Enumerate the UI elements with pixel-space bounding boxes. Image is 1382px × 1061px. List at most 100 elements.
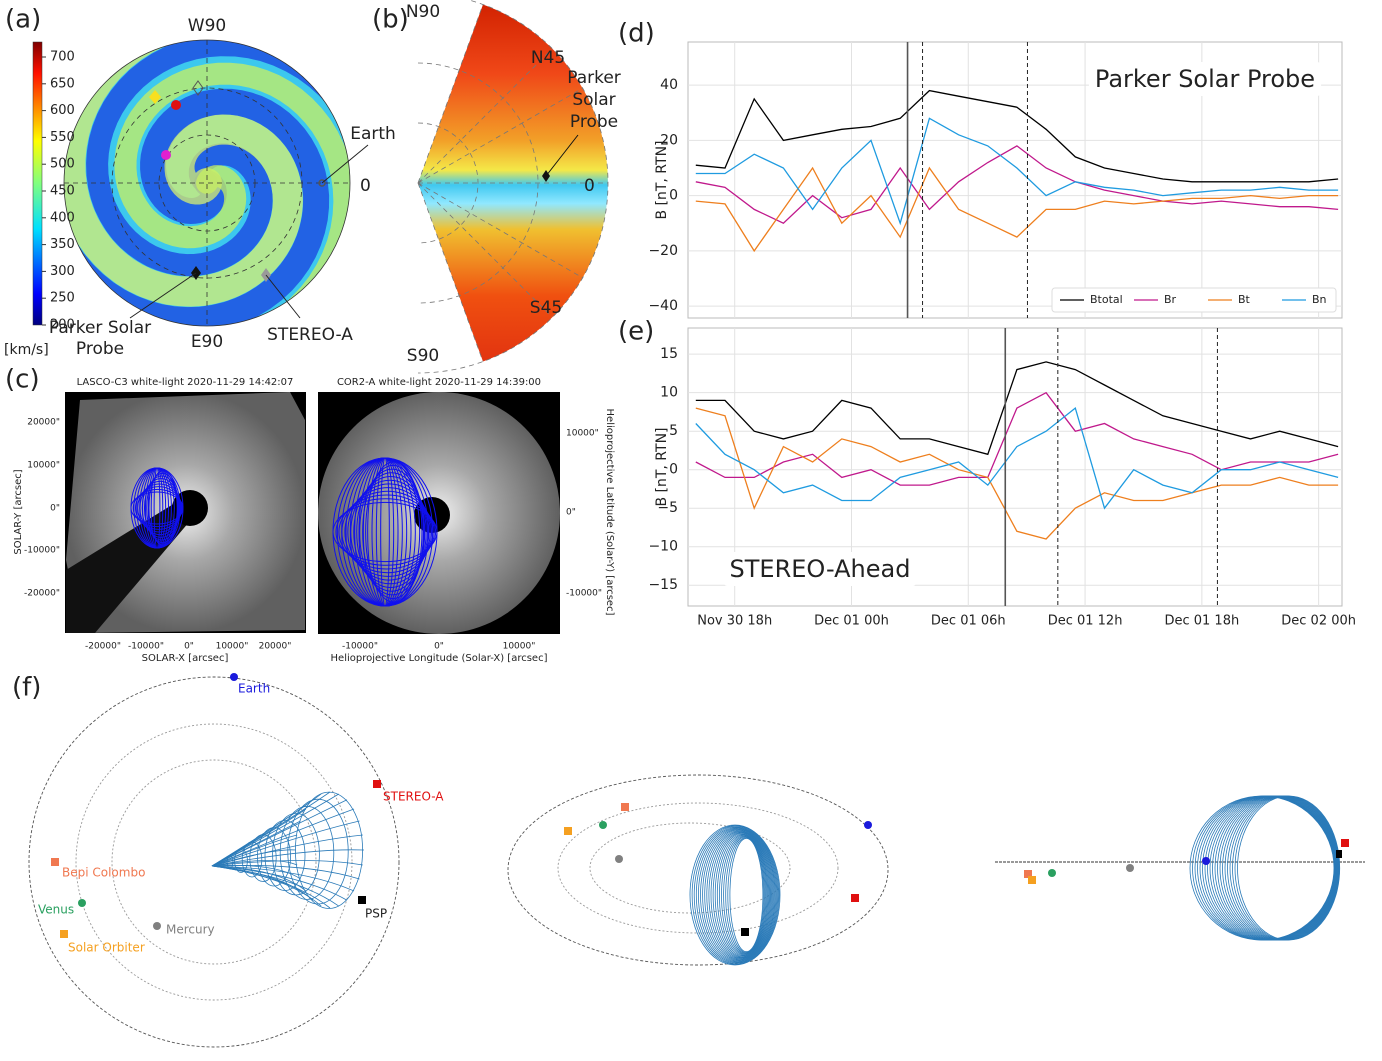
time-series: −40 −20 0 20 40 Btotal Br Bt Bn Parker Solar Prob…: [618, 19, 1356, 629]
colorbar: [32, 41, 43, 326]
wire: [727, 837, 765, 953]
angle-label: N45: [531, 48, 565, 68]
wire: [241, 841, 263, 878]
y-tick-label: 10000": [27, 461, 60, 471]
colorbar-tick-label: 500: [50, 157, 75, 172]
angle-label: S45: [530, 298, 562, 318]
legend-label: Br: [1164, 293, 1177, 306]
wire: [211, 834, 363, 867]
wire: [211, 865, 322, 907]
annotation-box: [723, 552, 917, 586]
x-tick-label: Dec 01 18h: [1164, 614, 1239, 629]
colorbar-tick-label: 650: [50, 76, 75, 91]
x-tick-label: Dec 01 12h: [1048, 614, 1123, 629]
rect: [851, 894, 859, 902]
angle-label: S90: [407, 346, 439, 366]
wire: [691, 825, 780, 965]
panel-label: (d): [618, 19, 655, 49]
path: [417, 122, 479, 244]
x-tick-label: 0": [184, 642, 194, 652]
legend: [1051, 287, 1337, 313]
polar-grid: [417, 0, 609, 374]
body-label: Earth: [238, 682, 270, 696]
rect: [358, 896, 366, 904]
wire: [234, 848, 248, 873]
wire: [347, 483, 431, 581]
wire: [710, 831, 772, 959]
spiral: [64, 40, 303, 307]
wire: [211, 799, 348, 867]
y-tick-label: -20000": [24, 589, 60, 599]
circle: [1048, 869, 1056, 877]
wire: [211, 849, 365, 867]
colorbar-tick-label: 400: [50, 210, 75, 225]
wire: [723, 835, 766, 955]
y-tick-label: 15: [660, 346, 678, 362]
rect: [741, 928, 749, 936]
wire: [704, 829, 775, 961]
image-title: LASCO-C3 white-light 2020-11-29 14:42:07: [77, 377, 294, 388]
marker: [318, 179, 326, 187]
wire: [294, 791, 363, 909]
image-ticks: -20000" -10000" 0" 10000" 20000" 20000" 10000"…: [24, 418, 602, 652]
wire: [335, 498, 437, 566]
rect: [1028, 876, 1036, 884]
body-label: Venus: [38, 903, 74, 917]
panel-label: (f): [12, 673, 41, 703]
wire: [211, 791, 331, 867]
series-line: [695, 361, 1339, 456]
y-tick-label: −10: [648, 539, 678, 555]
series-line: [695, 89, 1339, 183]
x-tick-label: Dec 02 00h: [1281, 614, 1356, 629]
body-label: Solar Orbiter: [68, 941, 145, 955]
colorbar-tick-label: 200: [50, 318, 75, 333]
body-label: PSP: [365, 907, 387, 921]
y-tick-label: 10000": [566, 429, 599, 439]
pylon: [66, 500, 195, 633]
series-line: [695, 406, 1339, 510]
wire: [719, 834, 768, 956]
wire: [729, 837, 764, 953]
wire: [712, 832, 771, 958]
body-label: Probe: [76, 339, 124, 359]
marker: [149, 90, 161, 104]
compass-label: 0: [360, 176, 371, 196]
wire: [721, 835, 767, 955]
wire: [716, 833, 769, 957]
marker: [161, 150, 171, 160]
y-axis-label: Helioprojective Latitude (Solar-Y) [arcs…: [604, 409, 615, 616]
circle: [1202, 857, 1210, 865]
panel-label: (e): [618, 317, 654, 347]
colorbar-tick-label: 550: [50, 130, 75, 145]
y-tick-label: 40: [660, 77, 678, 93]
y-tick-label: 20: [660, 132, 678, 148]
leader: [129, 272, 197, 319]
colorbar-tick-label: 300: [50, 264, 75, 279]
x-tick-label: 20000": [259, 642, 292, 652]
angle-label: 0: [584, 176, 595, 196]
annotation: Parker Solar Probe: [1095, 65, 1315, 93]
annotation: STEREO-Ahead: [730, 555, 911, 583]
image-title: COR2-A white-light 2020-11-29 14:39:00: [337, 377, 541, 388]
ellipse: [507, 774, 889, 966]
y-tick-label: 5: [669, 423, 678, 439]
y-tick-label: −5: [657, 500, 678, 516]
body-label: Parker Solar: [49, 318, 151, 338]
y-tick-label: −15: [648, 577, 678, 593]
panel-label: (b): [372, 5, 409, 35]
spiral: [86, 40, 350, 277]
legend-label: Bn: [1312, 293, 1327, 306]
wire: [211, 860, 298, 867]
body-label: STEREO-A: [383, 790, 444, 804]
wire: [211, 820, 360, 867]
leader: [545, 134, 579, 177]
circle: [153, 922, 161, 930]
series-line: [695, 407, 1339, 540]
x-axis-label: SOLAR-X [arcsec]: [142, 653, 229, 664]
wire: [272, 813, 320, 896]
rect: [373, 780, 381, 788]
y-tick-label: 0": [566, 508, 576, 518]
cme-wireframe: [211, 791, 1341, 966]
body-label: Probe: [570, 112, 618, 132]
